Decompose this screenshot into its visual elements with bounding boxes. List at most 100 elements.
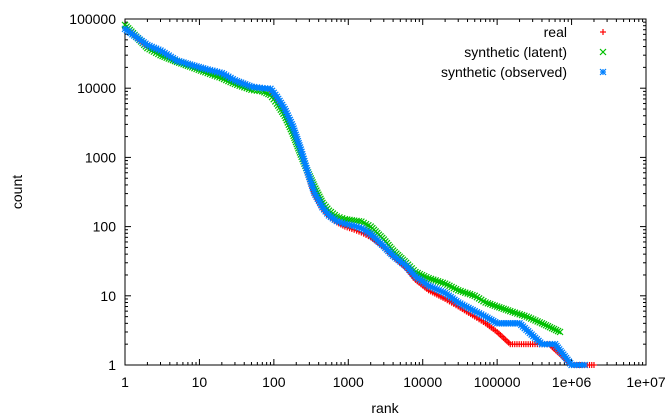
marker-stroke: [509, 308, 517, 316]
data-point: [518, 311, 526, 319]
marker-stroke: [336, 218, 343, 226]
marker-stroke: [436, 278, 444, 286]
marker-stroke: [314, 195, 322, 203]
data-point: [538, 319, 546, 327]
marker-stroke: [581, 361, 589, 369]
data-point: [536, 318, 544, 326]
x-tick-label: 1000: [333, 374, 364, 390]
data-point: [486, 300, 494, 308]
data-point: [464, 290, 472, 297]
legend-label: synthetic (observed): [441, 64, 567, 80]
y-tick-label: 10: [100, 288, 116, 304]
y-tick-label: 1000: [85, 149, 116, 165]
data-point: [434, 277, 442, 285]
data-point: [552, 326, 560, 334]
data-point: [480, 312, 487, 319]
marker-stroke: [284, 112, 292, 119]
marker-stroke: [518, 311, 526, 319]
marker-stroke: [218, 69, 226, 77]
data-point: [504, 306, 512, 314]
marker-stroke: [285, 114, 293, 122]
marker-stroke: [454, 299, 462, 306]
x-axis-label: rank: [371, 400, 399, 416]
y-tick-label: 10000: [77, 80, 116, 96]
data-point: [425, 274, 433, 282]
marker-stroke: [544, 322, 552, 330]
marker-stroke: [463, 303, 470, 311]
y-axis-label: count: [9, 175, 25, 209]
marker-stroke: [452, 285, 460, 293]
data-point: [546, 323, 554, 331]
series-layer: [121, 21, 597, 369]
legend-marker: [599, 48, 607, 56]
data-point: [542, 321, 550, 329]
marker-stroke: [450, 284, 458, 292]
marker-stroke: [484, 299, 492, 307]
marker-stroke: [287, 118, 295, 126]
marker-stroke: [469, 306, 477, 314]
data-point: [484, 299, 492, 307]
data-point: [554, 327, 562, 335]
marker-stroke: [312, 191, 319, 199]
marker-stroke: [283, 109, 291, 117]
data-point: [532, 317, 539, 324]
x-axis-ticks: 1 10 100 1000 10000 100000 1e+06 1e+07: [121, 19, 666, 390]
marker-stroke: [491, 302, 499, 310]
data-point: [493, 303, 501, 310]
marker-stroke: [443, 281, 451, 289]
marker-stroke: [513, 310, 521, 317]
marker-stroke: [422, 273, 430, 281]
marker-stroke: [454, 286, 462, 294]
marker-stroke: [486, 300, 494, 308]
marker-stroke: [429, 276, 437, 284]
data-point: [509, 308, 517, 316]
marker-stroke: [542, 321, 550, 329]
y-tick-label: 100: [93, 219, 117, 235]
data-point: [461, 289, 469, 297]
marker-stroke: [222, 72, 230, 79]
marker-stroke: [523, 313, 531, 321]
marker-stroke: [548, 324, 556, 332]
x-tick-label: 10: [192, 374, 208, 390]
x-tick-label: 10000: [403, 374, 442, 390]
marker-stroke: [441, 280, 449, 288]
data-point: [459, 288, 467, 296]
marker-stroke: [458, 301, 466, 309]
data-point: [523, 313, 531, 321]
marker-stroke: [498, 304, 505, 312]
plot-frame: [124, 18, 647, 366]
data-point: [495, 303, 503, 311]
legend-label: real: [544, 24, 567, 40]
marker-stroke: [456, 300, 464, 308]
data-point: [544, 322, 552, 330]
data-point: [534, 317, 542, 325]
marker-stroke: [313, 193, 321, 201]
marker-stroke: [546, 323, 554, 331]
marker-stroke: [288, 120, 296, 128]
data-point: [229, 75, 237, 83]
data-point: [500, 305, 508, 313]
legend-label: synthetic (latent): [464, 44, 567, 60]
data-point: [556, 328, 564, 336]
x-tick-label: 1e+07: [626, 374, 666, 390]
marker-stroke: [418, 271, 426, 279]
marker-stroke: [227, 74, 234, 82]
marker-stroke: [420, 272, 428, 280]
marker-stroke: [502, 306, 510, 314]
marker-stroke: [477, 311, 485, 318]
marker-stroke: [538, 319, 546, 327]
data-point: [427, 275, 435, 283]
marker-stroke: [432, 277, 440, 284]
marker-stroke: [534, 317, 542, 325]
marker-stroke: [465, 304, 472, 312]
marker-stroke: [281, 105, 289, 113]
marker-stroke: [434, 277, 442, 285]
marker-stroke: [516, 310, 524, 318]
marker-stroke: [464, 290, 472, 297]
data-point: [581, 361, 589, 369]
marker-stroke: [446, 282, 453, 290]
marker-stroke: [599, 48, 607, 56]
data-point: [550, 325, 558, 333]
data-point: [436, 278, 444, 286]
